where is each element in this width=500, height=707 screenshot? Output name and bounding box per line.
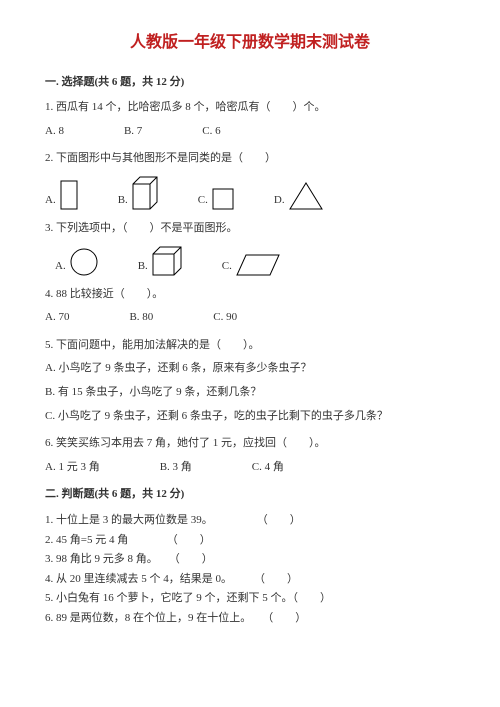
question-6: 6. 笑笑买练习本用去 7 角，她付了 1 元，应找回（ ）。 A. 1 元 3… [45,435,455,476]
circle-shape-icon [70,248,98,276]
judgment-2: 2. 45 角=5 元 4 角 （ ） [45,532,455,550]
q3-a-label: A. [55,258,66,276]
q3-text: 3. 下列选项中，（ ）不是平面图形。 [45,220,455,238]
q2-a-label: A. [45,192,56,210]
question-4: 4. 88 比较接近（ ）。 A. 70 B. 80 C. 90 [45,286,455,327]
judgment-6: 6. 89 是两位数，8 在个位上，9 在十位上。 （ ） [45,610,455,628]
q1-options: A. 8 B. 7 C. 6 [45,123,455,141]
q6-opt-b: B. 3 角 [160,459,192,477]
square-shape-icon [212,188,234,210]
question-3: 3. 下列选项中，（ ）不是平面图形。 A. B. C. [45,220,455,276]
q1-opt-b: B. 7 [124,123,142,141]
triangle-shape-icon [289,182,323,210]
q2-opt-b: B. [118,176,158,210]
q2-b-label: B. [118,192,128,210]
q2-text: 2. 下面图形中与其他图形不是同类的是（ ） [45,150,455,168]
q2-c-label: C. [198,192,208,210]
q4-opt-b: B. 80 [129,309,153,327]
q3-opt-a: A. [55,248,98,276]
q5-opt-c: C. 小鸟吃了 9 条虫子，还剩 6 条虫子，吃的虫子比剩下的虫子多几条？ [45,408,455,426]
judgment-4: 4. 从 20 里连续减去 5 个 4，结果是 0。 （ ） [45,571,455,589]
question-5: 5. 下面问题中，能用加法解决的是（ ）。 A. 小鸟吃了 9 条虫子，还剩 6… [45,337,455,425]
q4-options: A. 70 B. 80 C. 90 [45,309,455,327]
q6-options: A. 1 元 3 角 B. 3 角 C. 4 角 [45,459,455,477]
q2-opt-c: C. [198,188,234,210]
q2-options: A. B. C. D. [45,176,455,210]
page-title: 人教版一年级下册数学期末测试卷 [45,30,455,56]
q5-text: 5. 下面问题中，能用加法解决的是（ ）。 [45,337,455,355]
q5-opt-b: B. 有 15 条虫子，小鸟吃了 9 条，还剩几条？ [45,384,455,402]
question-2: 2. 下面图形中与其他图形不是同类的是（ ） A. B. C. D. [45,150,455,210]
q6-text: 6. 笑笑买练习本用去 7 角，她付了 1 元，应找回（ ）。 [45,435,455,453]
section2-header: 二. 判断题(共 6 题，共 12 分) [45,486,455,504]
q3-opt-b: B. [138,246,182,276]
q3-options: A. B. C. [55,246,455,276]
q6-opt-a: A. 1 元 3 角 [45,459,100,477]
q4-text: 4. 88 比较接近（ ）。 [45,286,455,304]
q4-opt-c: C. 90 [213,309,237,327]
judgment-5: 5. 小白兔有 16 个萝卜，它吃了 9 个，还剩下 5 个。（ ） [45,590,455,608]
cube-shape-icon [152,246,182,276]
q3-b-label: B. [138,258,148,276]
q1-opt-c: C. 6 [202,123,220,141]
judgment-3: 3. 98 角比 9 元多 8 角。 （ ） [45,551,455,569]
q2-opt-d: D. [274,182,323,210]
q2-opt-a: A. [45,180,78,210]
question-1: 1. 西瓜有 14 个，比哈密瓜多 8 个，哈密瓜有（ ）个。 A. 8 B. … [45,99,455,140]
parallelogram-shape-icon [236,254,280,276]
q3-c-label: C. [222,258,232,276]
q6-opt-c: C. 4 角 [252,459,284,477]
cuboid-shape-icon [132,176,158,210]
q2-d-label: D. [274,192,285,210]
q1-text: 1. 西瓜有 14 个，比哈密瓜多 8 个，哈密瓜有（ ）个。 [45,99,455,117]
rectangle-shape-icon [60,180,78,210]
q1-opt-a: A. 8 [45,123,64,141]
q3-opt-c: C. [222,254,280,276]
q4-opt-a: A. 70 [45,309,69,327]
section1-header: 一. 选择题(共 6 题，共 12 分) [45,74,455,92]
q5-opt-a: A. 小鸟吃了 9 条虫子，还剩 6 条，原来有多少条虫子？ [45,360,455,378]
judgment-1: 1. 十位上是 3 的最大两位数是 39。 （ ） [45,512,455,530]
